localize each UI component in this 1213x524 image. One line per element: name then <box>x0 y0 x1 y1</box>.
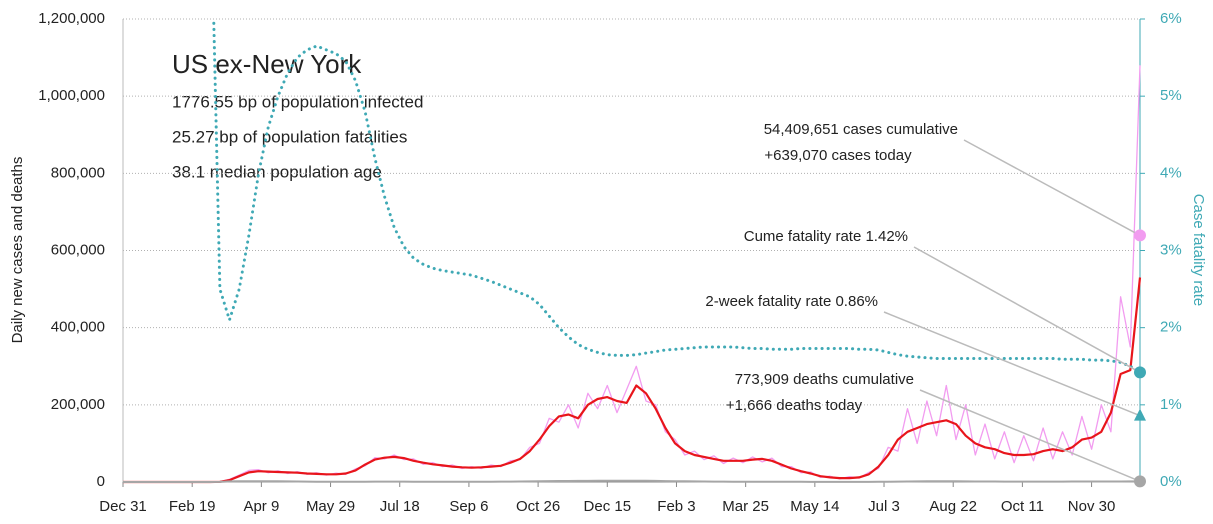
x-tick-label: Jul 3 <box>868 498 900 515</box>
y-axis-label: Daily new cases and deaths <box>9 157 26 344</box>
y2-tick-label: 0% <box>1160 473 1182 490</box>
x-tick-label: Sep 6 <box>449 498 488 515</box>
annotation-text: Cume fatality rate 1.42% <box>744 228 908 245</box>
info-title: US ex-New York <box>172 49 362 79</box>
info-line: 38.1 median population age <box>172 162 382 181</box>
y-tick-label: 1,000,000 <box>38 87 105 104</box>
y-tick-label: 200,000 <box>51 396 105 413</box>
y2-tick-label: 1% <box>1160 396 1182 413</box>
y2-tick-label: 2% <box>1160 319 1182 336</box>
annotation-text: +1,666 deaths today <box>726 397 863 414</box>
leader-line <box>883 311 1141 417</box>
x-tick-label: Feb 3 <box>657 498 695 515</box>
x-tick-label: May 14 <box>790 498 839 515</box>
series-line <box>123 479 1140 483</box>
y-tick-label: 0 <box>97 473 105 490</box>
series-line <box>123 277 1142 484</box>
leader-line <box>919 389 1141 483</box>
x-tick-label: Nov 30 <box>1068 498 1116 515</box>
annotation-text: +639,070 cases today <box>764 147 912 164</box>
y-tick-label: 800,000 <box>51 164 105 181</box>
x-tick-label: Jul 18 <box>380 498 420 515</box>
x-tick-label: Dec 15 <box>584 498 632 515</box>
marker <box>1134 408 1146 421</box>
annotation-text: 2-week fatality rate 0.86% <box>705 293 878 310</box>
y2-tick-label: 4% <box>1160 164 1182 181</box>
x-tick-label: Apr 9 <box>243 498 279 515</box>
y2-tick-label: 5% <box>1160 87 1182 104</box>
y2-tick-label: 6% <box>1160 10 1182 27</box>
x-tick-label: Oct 11 <box>1001 498 1044 515</box>
x-tick-label: Dec 31 <box>99 498 147 515</box>
x-tick-label: May 29 <box>306 498 355 515</box>
annotation-text: 773,909 deaths cumulative <box>735 371 914 388</box>
info-line: 25.27 bp of population fatalities <box>172 127 407 146</box>
x-tick-label: Aug 22 <box>929 498 977 515</box>
x-tick-label: Feb 19 <box>169 498 216 515</box>
y2-tick-label: 3% <box>1160 241 1182 258</box>
x-tick-label: Mar 25 <box>722 498 769 515</box>
y-tick-label: 1,200,000 <box>38 10 105 27</box>
y-tick-label: 600,000 <box>51 241 105 258</box>
y2-axis-label: Case fatality rate <box>1190 194 1207 307</box>
annotation-text: 54,409,651 cases cumulative <box>764 121 958 138</box>
info-line: 1776.55 bp of population infected <box>172 92 423 111</box>
marker <box>1134 366 1146 379</box>
marker <box>1134 229 1146 242</box>
marker <box>1134 475 1146 488</box>
y-tick-label: 400,000 <box>51 319 105 336</box>
x-tick-label: Oct 26 <box>516 498 560 515</box>
leader-line <box>913 246 1141 374</box>
leader-line <box>963 139 1141 237</box>
series-line <box>212 19 1142 374</box>
plot-area <box>123 19 1142 484</box>
